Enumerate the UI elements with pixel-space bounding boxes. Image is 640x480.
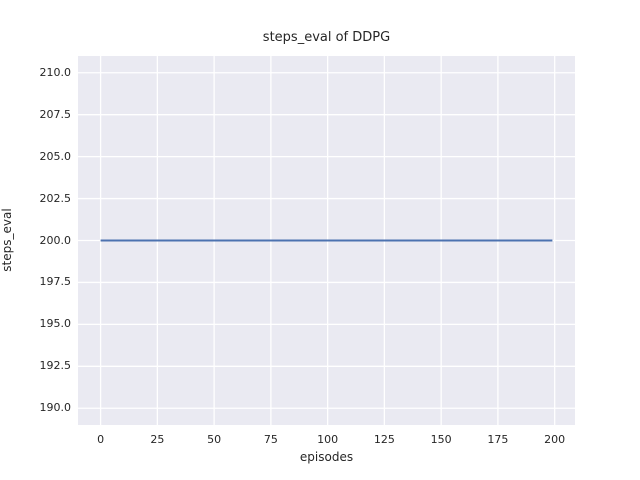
y-tick-label: 200.0 bbox=[39, 233, 72, 247]
x-tick-label: 200 bbox=[544, 433, 566, 446]
x-tick-label: 0 bbox=[97, 433, 105, 446]
y-tick-label: 207.5 bbox=[39, 107, 72, 121]
y-tick-label: 210.0 bbox=[39, 65, 72, 79]
y-tick-label: 190.0 bbox=[39, 401, 72, 415]
y-tick-label: 205.0 bbox=[39, 149, 72, 163]
x-tick-label: 50 bbox=[207, 433, 222, 446]
x-tick-label: 175 bbox=[487, 433, 509, 446]
x-axis-label: episodes bbox=[299, 450, 354, 464]
x-tick-label: 150 bbox=[430, 433, 452, 446]
x-tick-label: 75 bbox=[263, 433, 278, 446]
y-tick-label: 202.5 bbox=[39, 191, 72, 205]
plot-canvas bbox=[78, 56, 575, 425]
chart-title: steps_eval of DDPG bbox=[262, 30, 391, 45]
y-tick-label: 195.0 bbox=[39, 317, 72, 331]
x-tick-label: 100 bbox=[317, 433, 339, 446]
y-tick-label: 197.5 bbox=[39, 275, 72, 289]
x-tick-label: 125 bbox=[373, 433, 395, 446]
y-tick-label: 192.5 bbox=[39, 359, 72, 373]
x-tick-label: 25 bbox=[150, 433, 165, 446]
y-axis-label: steps_eval bbox=[0, 208, 14, 272]
plot-area bbox=[78, 56, 575, 425]
